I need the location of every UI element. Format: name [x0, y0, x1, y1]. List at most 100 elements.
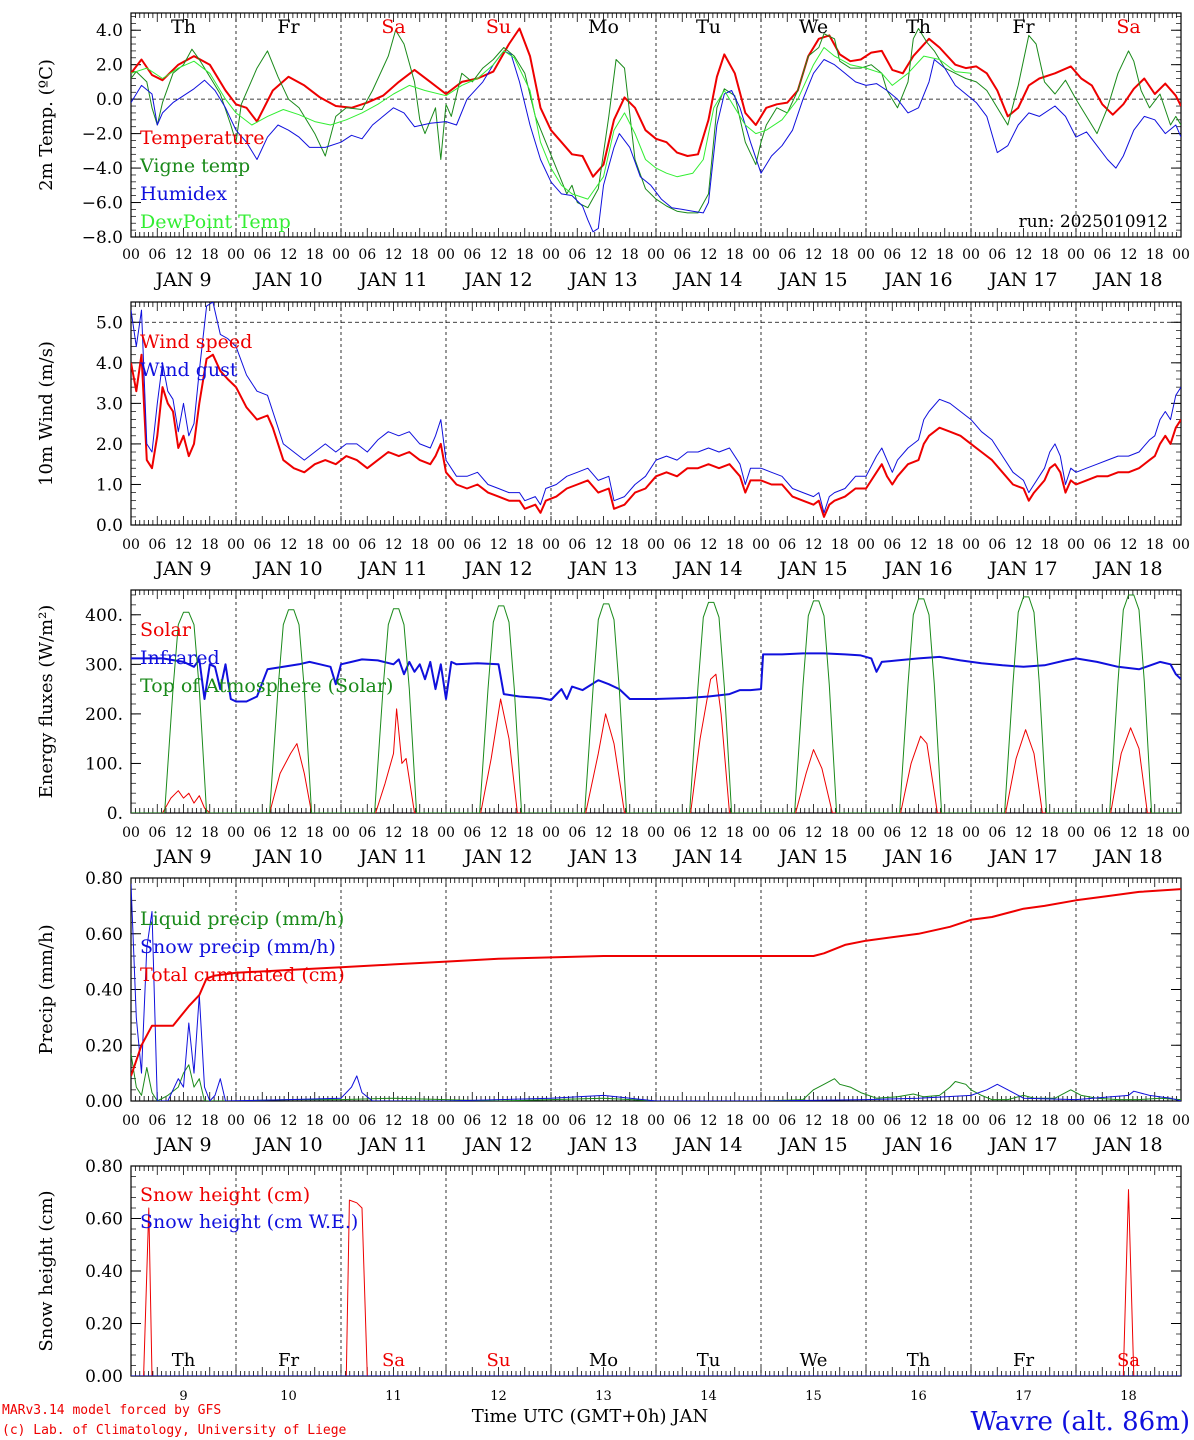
hour-tick-label: 18 [1146, 825, 1164, 841]
y-axis-label: Precip (mm/h) [36, 924, 57, 1054]
hour-tick-label: 18 [831, 247, 849, 263]
hour-tick-label: 12 [280, 1113, 298, 1129]
series-line-humidex [131, 50, 1181, 233]
hour-tick-label: 12 [1015, 1113, 1033, 1129]
hour-tick-label: 12 [595, 247, 613, 263]
hour-tick-label: 18 [306, 247, 324, 263]
hour-tick-label: 06 [568, 537, 586, 553]
hour-tick-label: 00 [962, 247, 980, 263]
hour-tick-label: 00 [227, 537, 245, 553]
series-line-wind-gust [131, 302, 1181, 514]
hour-tick-label: 18 [831, 825, 849, 841]
hour-tick-label: 18 [1146, 1113, 1164, 1129]
hour-tick-label: 06 [883, 247, 901, 263]
y-tick-label: 0.40 [85, 981, 123, 1001]
hour-tick-label: 00 [122, 537, 140, 553]
day-label: JAN 15 [777, 846, 847, 868]
hour-tick-label: 18 [1146, 247, 1164, 263]
hour-tick-label: 06 [253, 537, 271, 553]
hour-tick-label: 00 [542, 825, 560, 841]
weekday-label-bottom: Fr [1013, 1350, 1034, 1371]
hour-tick-label: 06 [463, 537, 481, 553]
hour-tick-label: 12 [1120, 537, 1138, 553]
day-label: JAN 15 [777, 269, 847, 291]
y-tick-label: 0. [107, 804, 123, 824]
y-tick-label: 0.80 [85, 1157, 123, 1177]
hour-tick-label: 00 [962, 537, 980, 553]
day-label: JAN 12 [462, 558, 532, 580]
hour-tick-label: 06 [568, 247, 586, 263]
hour-tick-label: 06 [778, 1113, 796, 1129]
panel-3: 0. 100. 200. 300. 400. Energy fluxes (W/m²) So… [36, 589, 1190, 868]
hour-tick-label: 18 [411, 825, 429, 841]
day-label: JAN 13 [567, 1134, 637, 1156]
hour-tick-label: 00 [752, 537, 770, 553]
hour-tick-label: 12 [805, 1113, 823, 1129]
hour-tick-label: 18 [726, 1113, 744, 1129]
hour-tick-label: 00 [1067, 247, 1085, 263]
weekday-label-top: Su [486, 16, 511, 38]
day-label: JAN 13 [567, 846, 637, 868]
day-label: JAN 17 [987, 1134, 1057, 1156]
day-label: JAN 9 [153, 846, 211, 868]
panel-1: −8.0 −6.0 −4.0 −2.0 0.0 2.0 4.0 2m Temp. (ºC) Te… [36, 12, 1190, 291]
hour-tick-label: 06 [148, 825, 166, 841]
hour-tick-label: 18 [201, 825, 219, 841]
hour-tick-label: 06 [988, 247, 1006, 263]
weekday-label-bottom: We [800, 1350, 828, 1371]
hour-tick-label: 06 [148, 537, 166, 553]
hour-tick-label: 00 [542, 1113, 560, 1129]
hour-tick-label: 18 [1146, 537, 1164, 553]
hour-tick-label: 06 [148, 247, 166, 263]
weekday-label-top: Sa [381, 16, 405, 38]
day-label: JAN 12 [462, 1134, 532, 1156]
day-label: JAN 16 [882, 846, 952, 868]
day-label: JAN 12 [462, 269, 532, 291]
hour-tick-label: 00 [332, 247, 350, 263]
weekday-label-top: Mo [588, 16, 619, 38]
y-tick-label: 0.20 [85, 1036, 123, 1056]
weekday-label-top: Sa [1116, 16, 1140, 38]
hour-tick-label: 12 [595, 1113, 613, 1129]
weekday-label-bottom: Th [172, 1350, 196, 1371]
hour-tick-label: 00 [332, 825, 350, 841]
bottom-day-number: 13 [595, 1389, 612, 1404]
hour-tick-label: 12 [595, 825, 613, 841]
hour-tick-label: 06 [883, 825, 901, 841]
hour-tick-label: 12 [1015, 825, 1033, 841]
day-label: JAN 16 [882, 558, 952, 580]
day-label: JAN 16 [882, 1134, 952, 1156]
hour-tick-label: 00 [122, 247, 140, 263]
hour-tick-label: 18 [201, 537, 219, 553]
hour-tick-label: 18 [516, 537, 534, 553]
hour-tick-label: 06 [463, 247, 481, 263]
hour-tick-label: 12 [595, 537, 613, 553]
legend-entry: Total cumulated (cm) [140, 964, 345, 986]
hour-tick-label: 00 [227, 1113, 245, 1129]
hour-tick-label: 12 [910, 247, 928, 263]
day-label: JAN 18 [1092, 1134, 1162, 1156]
legend-entry: Vigne temp [139, 155, 250, 177]
hour-tick-label: 18 [726, 825, 744, 841]
day-label: JAN 11 [357, 846, 427, 868]
hour-tick-label: 12 [910, 537, 928, 553]
series-line-snow-height-cm- [131, 1189, 1181, 1376]
hour-tick-label: 18 [411, 247, 429, 263]
series-line-snow-precip-mm-h- [131, 883, 1181, 1101]
hour-tick-label: 18 [306, 537, 324, 553]
hour-tick-label: 00 [857, 825, 875, 841]
hour-tick-label: 18 [831, 1113, 849, 1129]
hour-tick-label: 18 [201, 247, 219, 263]
hour-tick-label: 00 [437, 825, 455, 841]
day-label: JAN 14 [672, 1134, 742, 1156]
hour-tick-label: 18 [411, 537, 429, 553]
hour-tick-label: 12 [700, 825, 718, 841]
hour-tick-label: 06 [463, 1113, 481, 1129]
hour-tick-label: 18 [621, 247, 639, 263]
hour-tick-label: 00 [752, 1113, 770, 1129]
hour-tick-label: 18 [516, 247, 534, 263]
panel-frame [130, 589, 1182, 814]
hour-tick-label: 06 [568, 825, 586, 841]
y-tick-label: 400. [85, 606, 123, 626]
hour-tick-label: 18 [411, 1113, 429, 1129]
